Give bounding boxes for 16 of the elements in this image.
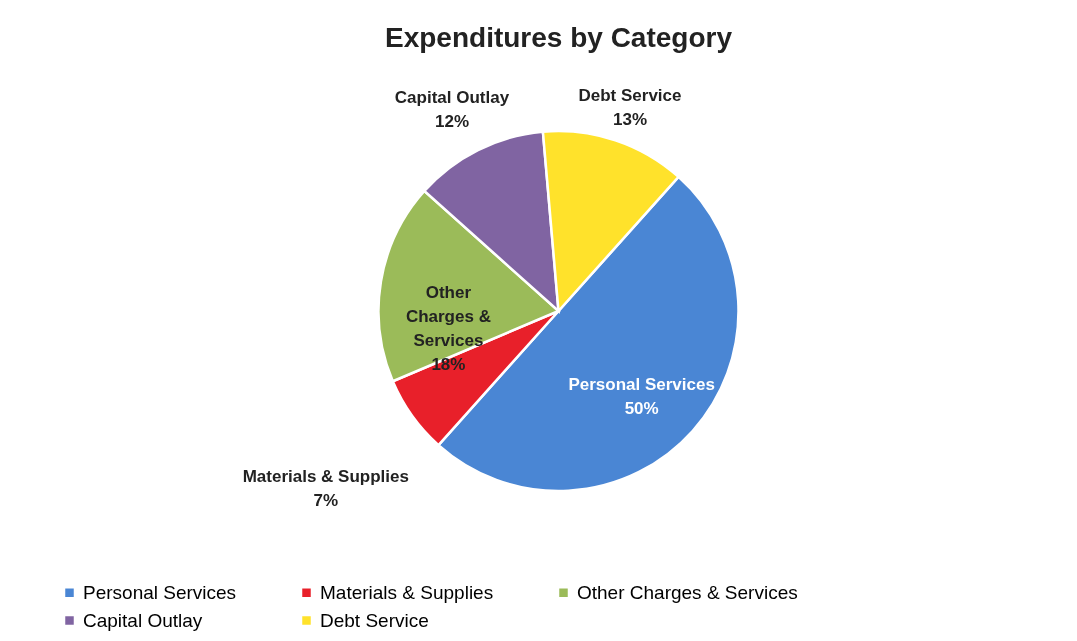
data-label: 13%	[612, 110, 648, 130]
data-label: 18%	[431, 354, 466, 374]
slice-label: Capital Outlay	[394, 88, 510, 108]
chart-title: Expenditures by Category	[385, 22, 733, 53]
legend-label: Debt Service	[320, 609, 429, 631]
slice-label: Other Charges & Services	[405, 282, 491, 350]
slice-label: Debt Service	[578, 86, 682, 106]
data-label: 12%	[434, 112, 470, 132]
slice-label: Materials & Supplies	[242, 467, 409, 487]
legend-label: Materials & Supplies	[320, 581, 494, 603]
slice-label: Personal Services	[568, 375, 715, 395]
data-label: 50%	[624, 399, 659, 419]
legend-label: Other Charges & Services	[577, 581, 798, 603]
legend-label: Personal Services	[83, 581, 237, 603]
legend-label: Capital Outlay	[83, 609, 203, 631]
data-label: 7%	[313, 491, 339, 511]
